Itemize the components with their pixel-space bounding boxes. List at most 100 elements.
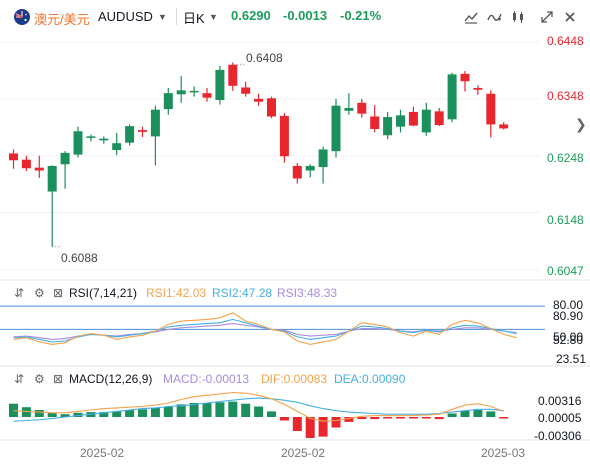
macd-axis-label: -0.00306 [534,429,582,443]
rsi2-value: RSI2:47.28 [212,286,273,300]
candle-body [112,143,122,151]
candle-body [318,149,328,168]
macd-histogram-bar [292,417,302,431]
macd-collapse-icon[interactable]: ⇵ [14,372,25,386]
macd-histogram-bar [318,417,328,437]
macd-axis-label: 0.00005 [538,411,582,425]
candles-icon[interactable] [509,8,527,26]
candle-body [499,124,509,129]
candle-body [447,74,457,120]
rsi-axis-label: 23.51 [556,352,587,366]
macd-histogram-bar [99,412,109,417]
macd-title[interactable]: MACD(12,26,9) [69,372,153,386]
rsi-settings-icon[interactable]: ⚙ [34,286,45,300]
compare-icon[interactable] [462,8,480,26]
symbol-cn[interactable]: 澳元/美元 [34,12,90,27]
candle-body [460,73,470,82]
price-axis-label: 0.6448 [547,34,584,48]
macd-histogram-bar [499,417,509,419]
last-price: 0.6290 [231,8,271,23]
candle-body [267,98,276,117]
macd-panel [9,391,509,438]
macd-settings-icon[interactable]: ⚙ [34,372,45,386]
dea-line [13,397,504,422]
rsi-axis-label: 52.80 [553,333,584,347]
timeframe-dropdown-icon[interactable]: ▼ [209,12,218,22]
rsi1-line [13,312,517,345]
macd-histogram-bar [202,403,212,417]
dif-line [13,391,504,422]
candle-body [125,126,135,143]
candle-body [421,109,431,133]
candle-body [99,138,109,141]
macd-histogram-bar [60,414,70,417]
pane-separators [0,279,590,441]
macd-histogram-bar [460,410,470,417]
macd-histogram-bar [241,403,251,417]
candle-body [73,131,83,155]
macd-histogram-bar [163,406,173,417]
rsi1-value: RSI1:42.03 [146,286,207,300]
macd-histogram-bar [370,417,380,420]
candle-body [138,130,147,132]
macd-histogram-bar [47,412,57,417]
macd-histogram-bar [408,417,418,419]
fullscreen-icon[interactable] [538,8,556,26]
macd-histogram-bar [215,402,225,417]
macd-histogram-bar [357,417,367,420]
price-change: -0.0013 [283,8,328,23]
symbol-code[interactable]: AUDUSD [98,9,153,24]
candle-series [9,62,509,248]
macd-histogram-bar [279,417,289,421]
price-axis-label: 0.6348 [547,89,584,103]
rsi-axis-label: 80.00 [553,298,584,312]
candle-body [396,115,405,127]
candle-body [34,167,44,171]
dea-value: DEA:0.00090 [334,372,406,386]
candle-body [254,98,264,102]
macd-histogram-bar [150,407,160,417]
macd-histogram-bar [73,412,83,417]
price-axis-label: 0.6047 [547,264,584,278]
date-axis-label: 2025-02 [80,446,125,460]
macd-value: MACD:-0.00013 [163,372,250,386]
macd-histogram-bar [331,417,341,428]
candle-body [486,93,496,125]
candle-body [47,165,57,192]
macd-histogram-bar [486,411,496,417]
macd-histogram-bar [396,417,405,419]
candle-body [305,165,315,171]
macd-axis-label: 0.00316 [538,394,582,408]
candle-body [383,117,393,136]
candle-body [370,116,380,129]
chevron-right-icon[interactable]: ❯ [575,116,587,132]
macd-histogram-bar [254,406,264,417]
rsi-axis-label: 50.00 [553,330,584,344]
symbol-dropdown-icon[interactable]: ▼ [158,12,167,22]
candle-body [21,159,31,169]
macd-histogram-bar [21,407,31,417]
candle-body [408,111,418,126]
rsi-collapse-icon[interactable]: ⇵ [14,286,25,300]
candle-body [150,109,160,137]
macd-histogram-bar [112,411,122,417]
close-icon[interactable] [561,8,579,26]
macd-histogram-bar [125,410,135,417]
macd-histogram-bar [421,417,431,419]
date-axis-label: 2025-02 [281,446,326,460]
candle-body [9,153,18,161]
macd-histogram-bar [189,403,199,417]
macd-histogram-bar [344,417,354,422]
macd-histogram-bar [383,417,393,419]
candle-body [176,90,186,95]
high-annotation: 0.6408 [246,51,283,65]
indicators-icon[interactable] [486,8,504,26]
rsi-title[interactable]: RSI(7,14,21) [69,286,138,300]
timeframe-select[interactable]: 日K [183,11,205,26]
rsi-close-icon[interactable]: ⊠ [53,286,64,300]
dif-value: DIF:0.00083 [261,372,328,386]
macd-close-icon[interactable]: ⊠ [53,372,64,386]
candle-body [86,136,96,138]
rsi-axis-label: 80.90 [553,309,584,323]
